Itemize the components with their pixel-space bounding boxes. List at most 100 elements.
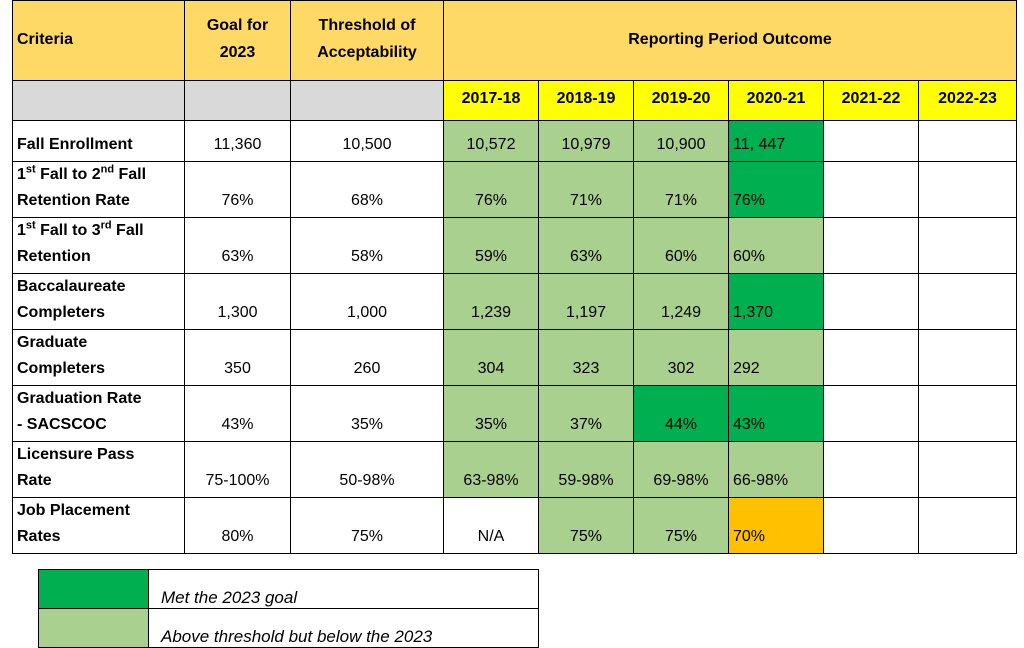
outcome-cell: 44% (633, 385, 729, 442)
page: Criteria Goal for 2023 Threshold of Acceptab… (12, 0, 1018, 648)
criteria-text: 1 (17, 166, 26, 183)
empty-cell (917, 217, 1018, 274)
empty-cell (823, 385, 919, 442)
criteria-cell: 1st Fall to 2nd Fall Retention Rate (12, 161, 185, 218)
criteria-text: Graduation Rate (17, 390, 142, 407)
outcome-cell: 10,900 (633, 120, 729, 162)
criteria-cell: Licensure Pass Rate (12, 441, 185, 498)
threshold-cell: 75% (290, 497, 444, 554)
threshold-cell: 58% (290, 217, 444, 274)
outcome-cell: 66-98% (728, 441, 824, 498)
header-line: Acceptability (317, 44, 417, 61)
outcome-cell: 43% (728, 385, 824, 442)
legend: Met the 2023 goal Above threshold but bel… (38, 569, 539, 648)
data-row: Graduation Rate - SACSCOC 43% 35% 35% 37% 44% 4… (12, 385, 1018, 442)
empty-cell (917, 385, 1018, 442)
goal-cell: 43% (184, 385, 291, 442)
empty-cell (917, 161, 1018, 218)
legend-row: Above threshold but below the 2023 (38, 608, 539, 648)
outcome-cell: 304 (443, 329, 539, 386)
data-row: 1st Fall to 2nd Fall Retention Rate 76% 68%… (12, 161, 1018, 218)
criteria-cell: 1st Fall to 3rd Fall Retention (12, 217, 185, 274)
outcome-cell: 60% (633, 217, 729, 274)
criteria-text: Graduate (17, 334, 88, 351)
criteria-text: Rate (17, 472, 52, 489)
outcome-cell: 76% (728, 161, 824, 218)
criteria-text: Fall Enrollment (17, 136, 133, 153)
data-row: Fall Enrollment 11,360 10,500 10,572 10,979 1… (12, 120, 1018, 162)
criteria-cell: Graduate Completers (12, 329, 185, 386)
outcome-cell: 59-98% (538, 441, 634, 498)
criteria-text: Completers (17, 304, 106, 321)
criteria-cell: Baccalaureate Completers (12, 273, 185, 330)
criteria-text: Baccalaureate (17, 278, 126, 295)
criteria-text: Licensure Pass (17, 446, 135, 463)
legend-label: Above threshold but below the 2023 (148, 608, 539, 648)
header-cell: Goal for 2023 (184, 0, 291, 81)
header-cell: Threshold of Acceptability (290, 0, 444, 81)
data-row: Job Placement Rates 80% 75% N/A 75% 75% 70% (12, 497, 1018, 554)
threshold-cell: 1,000 (290, 273, 444, 330)
year-cell: 2017-18 (443, 80, 539, 121)
criteria-cell: Fall Enrollment (12, 120, 185, 162)
criteria-text: Fall to 3 (35, 222, 101, 239)
outcome-cell: 71% (633, 161, 729, 218)
year-cell: 2022-23 (917, 80, 1018, 121)
empty-cell (917, 329, 1018, 386)
data-row: 1st Fall to 3rd Fall Retention 63% 58% 59% 63… (12, 217, 1018, 274)
outcome-table: Criteria Goal for 2023 Threshold of Acceptab… (12, 0, 1018, 554)
criteria-cell: Job Placement Rates (12, 497, 185, 554)
outcome-cell: 69-98% (633, 441, 729, 498)
header-line: Goal for (206, 17, 269, 34)
outcome-cell: 1,197 (538, 273, 634, 330)
criteria-text: Rates (17, 528, 61, 545)
empty-cell (823, 441, 919, 498)
empty-cell (917, 273, 1018, 330)
year-cell: 2019-20 (633, 80, 729, 121)
goal-cell: 80% (184, 497, 291, 554)
legend-swatch (38, 569, 149, 609)
superscript: st (25, 219, 36, 232)
empty-cell (823, 217, 919, 274)
year-cell: 2018-19 (538, 80, 634, 121)
legend-row: Met the 2023 goal (38, 569, 539, 609)
year-row: 2017-18 2018-19 2019-20 2020-21 2021-22 2022-… (12, 80, 1018, 121)
goal-cell: 76% (184, 161, 291, 218)
threshold-cell: 10,500 (290, 120, 444, 162)
goal-cell: 11,360 (184, 120, 291, 162)
outcome-cell: 11, 447 (728, 120, 824, 162)
goal-cell: 350 (184, 329, 291, 386)
outcome-cell: 10,979 (538, 120, 634, 162)
outcome-cell: 37% (538, 385, 634, 442)
outcome-cell: 302 (633, 329, 729, 386)
empty-cell (917, 120, 1018, 162)
criteria-text: Retention Rate (17, 192, 130, 209)
outcome-cell: N/A (443, 497, 539, 554)
empty-cell (823, 329, 919, 386)
outcome-cell: 323 (538, 329, 634, 386)
empty-cell (917, 497, 1018, 554)
empty-cell (823, 273, 919, 330)
outcome-cell: 70% (728, 497, 824, 554)
outcome-cell: 71% (538, 161, 634, 218)
criteria-text: Job Placement (17, 502, 130, 519)
superscript: rd (100, 219, 112, 232)
year-cell: 2021-22 (823, 80, 919, 121)
header-line: 2023 (219, 44, 256, 61)
empty-cell (823, 497, 919, 554)
blank-cell (184, 80, 291, 121)
outcome-cell: 1,249 (633, 273, 729, 330)
outcome-cell: 1,370 (728, 273, 824, 330)
outcome-cell: 10,572 (443, 120, 539, 162)
goal-cell: 63% (184, 217, 291, 274)
header-cell: Reporting Period Outcome (442, 0, 1018, 81)
empty-cell (917, 441, 1018, 498)
criteria-text: Fall (114, 166, 147, 183)
superscript: nd (100, 163, 115, 176)
criteria-text: Fall (111, 222, 144, 239)
legend-swatch (38, 608, 149, 648)
outcome-cell: 76% (443, 161, 539, 218)
threshold-cell: 260 (290, 329, 444, 386)
outcome-cell: 63% (538, 217, 634, 274)
header-row: Criteria Goal for 2023 Threshold of Acceptab… (12, 0, 1018, 81)
